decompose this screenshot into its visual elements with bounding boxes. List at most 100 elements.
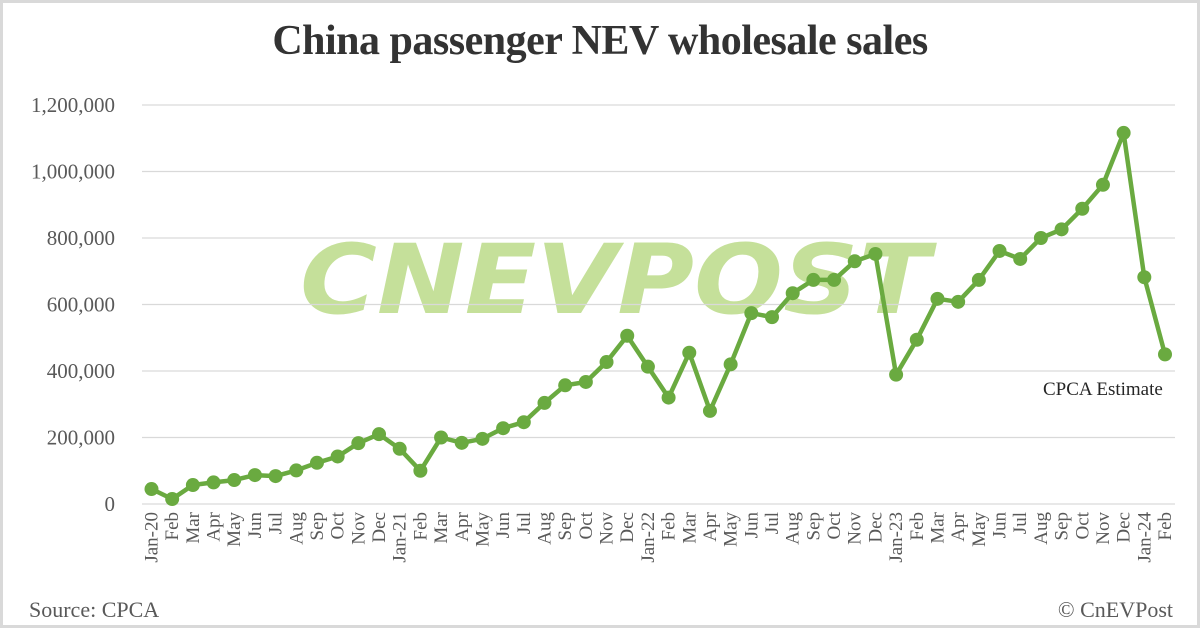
x-tick-label: Sep <box>803 512 824 541</box>
data-point-marker <box>868 246 883 261</box>
x-tick-label: Mar <box>679 511 700 543</box>
data-series <box>144 125 1172 507</box>
x-tick-label: Apr <box>700 511 721 541</box>
x-tick-label: Jul <box>762 512 783 534</box>
x-tick-label: Mar <box>927 511 948 543</box>
x-tick-label: Nov <box>597 512 618 545</box>
x-tick-label: Aug <box>286 512 307 545</box>
data-point-marker <box>558 378 573 393</box>
data-point-marker <box>765 310 780 325</box>
x-tick-label: Dec <box>369 512 390 543</box>
data-point-marker <box>392 441 407 456</box>
x-tick-label: Sep <box>1052 512 1073 541</box>
x-tick-label: Aug <box>534 512 555 545</box>
data-point-marker <box>206 475 221 490</box>
x-tick-label: Jan-22 <box>638 512 659 563</box>
x-tick-label: Aug <box>783 512 804 545</box>
data-point-marker <box>992 243 1007 258</box>
cpca-estimate-annotation: CPCA Estimate <box>1043 379 1163 400</box>
data-point-marker <box>413 463 428 478</box>
x-tick-label: May <box>969 512 990 547</box>
data-point-marker <box>289 463 304 478</box>
x-tick-label: Jun <box>990 512 1011 539</box>
data-point-marker <box>185 478 200 493</box>
data-point-marker <box>682 345 697 360</box>
data-point-marker <box>578 374 593 389</box>
data-point-marker <box>309 455 324 470</box>
x-tick-label: Jul <box>1010 512 1031 534</box>
x-tick-label: Jun <box>245 512 266 539</box>
data-point-marker <box>599 355 614 370</box>
x-tick-label: Feb <box>162 512 183 541</box>
x-tick-label: May <box>472 512 493 547</box>
x-tick-label: Feb <box>907 512 928 541</box>
data-point-marker <box>165 492 180 507</box>
data-point-marker <box>889 367 904 382</box>
x-tick-label: Sep <box>555 512 576 541</box>
x-tick-label: Jan-20 <box>142 512 163 563</box>
x-tick-label: Dec <box>617 512 638 543</box>
data-point-marker <box>1137 270 1152 285</box>
data-point-marker <box>496 421 511 436</box>
data-point-marker <box>702 403 717 418</box>
x-tick-label: Mar <box>183 511 204 543</box>
data-point-marker <box>620 328 635 343</box>
data-point-marker <box>268 469 283 484</box>
y-tick-label: 600,000 <box>47 293 115 317</box>
data-point-marker <box>372 427 387 442</box>
data-point-marker <box>640 359 655 374</box>
data-point-marker <box>930 291 945 306</box>
data-point-marker <box>330 449 345 464</box>
x-tick-label: Apr <box>204 511 225 541</box>
data-point-marker <box>744 306 759 321</box>
x-tick-label: Apr <box>452 511 473 541</box>
data-point-marker <box>971 272 986 287</box>
y-tick-label: 0 <box>105 492 116 516</box>
source-label: Source: CPCA <box>29 597 160 622</box>
data-point-marker <box>1095 177 1110 192</box>
x-tick-label: Dec <box>1114 512 1135 543</box>
x-tick-label: Jul <box>266 512 287 534</box>
y-tick-label: 200,000 <box>47 426 115 450</box>
data-point-marker <box>1116 125 1131 140</box>
data-point-marker <box>806 272 821 287</box>
data-point-marker <box>351 436 366 451</box>
x-tick-label: Jan-21 <box>390 512 411 563</box>
x-tick-label: Jun <box>493 512 514 539</box>
x-tick-label: Oct <box>824 511 845 539</box>
x-tick-label: Nov <box>845 512 866 545</box>
gridlines <box>142 104 1175 505</box>
x-tick-label: Aug <box>1031 512 1052 545</box>
x-axis-labels: Jan-20 Feb Mar Apr May Jun Jul Aug Sep Oct Nov Dec J… <box>142 511 1177 562</box>
data-point-marker <box>1158 347 1172 362</box>
data-point-marker <box>247 468 262 483</box>
data-point-marker <box>909 332 924 347</box>
x-tick-label: Feb <box>659 512 680 541</box>
x-tick-label: Jan-23 <box>886 512 907 563</box>
data-point-marker <box>827 272 842 287</box>
x-tick-label: Dec <box>865 512 886 543</box>
data-point-marker <box>227 473 242 488</box>
data-point-marker <box>144 482 159 497</box>
data-point-marker <box>516 415 531 430</box>
data-point-marker <box>723 357 738 372</box>
data-point-marker <box>1054 222 1069 237</box>
cnevpost-watermark: CNEVPOST <box>300 224 937 336</box>
x-tick-label: Feb <box>1155 512 1176 541</box>
data-point-marker <box>1075 201 1090 216</box>
data-point-marker <box>1033 231 1048 245</box>
data-point-marker <box>951 294 966 309</box>
x-tick-label: Oct <box>576 511 597 539</box>
data-point-marker <box>785 286 800 301</box>
x-tick-label: Sep <box>307 512 328 541</box>
x-tick-label: Jun <box>741 512 762 539</box>
data-point-marker <box>475 431 490 446</box>
data-point-marker <box>434 430 449 445</box>
x-tick-label: May <box>224 512 245 547</box>
x-tick-label: Mar <box>431 511 452 543</box>
x-tick-label: Feb <box>410 512 431 541</box>
x-tick-label: Nov <box>348 512 369 545</box>
data-point-marker <box>454 435 469 450</box>
y-tick-label: 400,000 <box>47 359 115 383</box>
